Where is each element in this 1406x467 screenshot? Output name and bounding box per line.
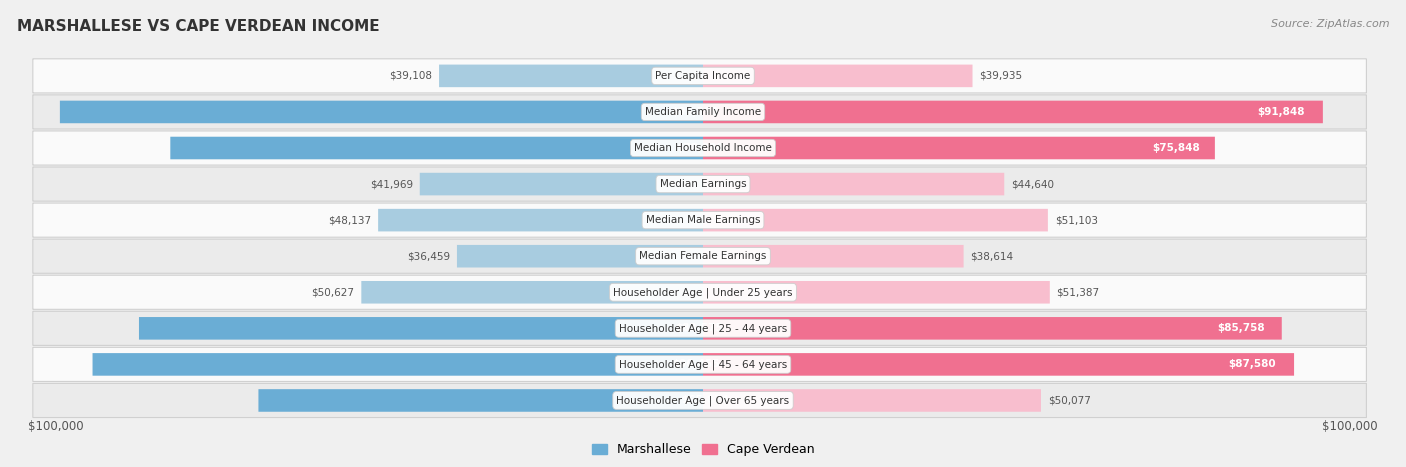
FancyBboxPatch shape bbox=[170, 137, 703, 159]
Text: $95,293: $95,293 bbox=[671, 107, 718, 117]
Text: $78,930: $78,930 bbox=[676, 143, 724, 153]
Text: $51,103: $51,103 bbox=[1054, 215, 1098, 225]
FancyBboxPatch shape bbox=[703, 64, 973, 87]
FancyBboxPatch shape bbox=[32, 167, 1367, 201]
FancyBboxPatch shape bbox=[457, 245, 703, 268]
FancyBboxPatch shape bbox=[703, 317, 1282, 340]
Text: $41,969: $41,969 bbox=[370, 179, 413, 189]
Text: $44,640: $44,640 bbox=[1011, 179, 1054, 189]
Text: $50,077: $50,077 bbox=[1047, 396, 1091, 405]
FancyBboxPatch shape bbox=[703, 173, 1004, 195]
Text: $91,848: $91,848 bbox=[1257, 107, 1305, 117]
Text: $100,000: $100,000 bbox=[1322, 420, 1378, 433]
Text: $48,137: $48,137 bbox=[328, 215, 371, 225]
FancyBboxPatch shape bbox=[32, 275, 1367, 309]
Text: $90,455: $90,455 bbox=[672, 360, 720, 369]
Text: Median Household Income: Median Household Income bbox=[634, 143, 772, 153]
Text: $39,935: $39,935 bbox=[979, 71, 1022, 81]
Text: $39,108: $39,108 bbox=[389, 71, 432, 81]
Text: Householder Age | 45 - 64 years: Householder Age | 45 - 64 years bbox=[619, 359, 787, 370]
Text: $87,580: $87,580 bbox=[1229, 360, 1277, 369]
Text: $51,387: $51,387 bbox=[1056, 287, 1099, 297]
Text: $38,614: $38,614 bbox=[970, 251, 1014, 261]
Text: Source: ZipAtlas.com: Source: ZipAtlas.com bbox=[1271, 19, 1389, 28]
Text: Householder Age | 25 - 44 years: Householder Age | 25 - 44 years bbox=[619, 323, 787, 333]
FancyBboxPatch shape bbox=[60, 101, 703, 123]
Legend: Marshallese, Cape Verdean: Marshallese, Cape Verdean bbox=[586, 439, 820, 461]
FancyBboxPatch shape bbox=[32, 311, 1367, 346]
FancyBboxPatch shape bbox=[32, 59, 1367, 93]
Text: $100,000: $100,000 bbox=[28, 420, 84, 433]
Text: Median Female Earnings: Median Female Earnings bbox=[640, 251, 766, 261]
FancyBboxPatch shape bbox=[259, 389, 703, 412]
Text: $75,848: $75,848 bbox=[1152, 143, 1199, 153]
FancyBboxPatch shape bbox=[32, 383, 1367, 417]
FancyBboxPatch shape bbox=[703, 245, 963, 268]
FancyBboxPatch shape bbox=[703, 101, 1323, 123]
Text: Median Earnings: Median Earnings bbox=[659, 179, 747, 189]
FancyBboxPatch shape bbox=[420, 173, 703, 195]
Text: Median Male Earnings: Median Male Earnings bbox=[645, 215, 761, 225]
FancyBboxPatch shape bbox=[361, 281, 703, 304]
Text: Per Capita Income: Per Capita Income bbox=[655, 71, 751, 81]
Text: Householder Age | Under 25 years: Householder Age | Under 25 years bbox=[613, 287, 793, 297]
FancyBboxPatch shape bbox=[32, 347, 1367, 382]
FancyBboxPatch shape bbox=[703, 209, 1047, 232]
FancyBboxPatch shape bbox=[139, 317, 703, 340]
FancyBboxPatch shape bbox=[703, 353, 1294, 375]
Text: $85,758: $85,758 bbox=[1216, 323, 1264, 333]
Text: $36,459: $36,459 bbox=[408, 251, 450, 261]
FancyBboxPatch shape bbox=[703, 281, 1050, 304]
Text: MARSHALLESE VS CAPE VERDEAN INCOME: MARSHALLESE VS CAPE VERDEAN INCOME bbox=[17, 19, 380, 34]
FancyBboxPatch shape bbox=[439, 64, 703, 87]
Text: $65,874: $65,874 bbox=[681, 396, 728, 405]
Text: $50,627: $50,627 bbox=[312, 287, 354, 297]
FancyBboxPatch shape bbox=[378, 209, 703, 232]
Text: $83,575: $83,575 bbox=[675, 323, 723, 333]
FancyBboxPatch shape bbox=[32, 239, 1367, 273]
Text: Householder Age | Over 65 years: Householder Age | Over 65 years bbox=[616, 395, 790, 406]
Text: Median Family Income: Median Family Income bbox=[645, 107, 761, 117]
FancyBboxPatch shape bbox=[93, 353, 703, 375]
FancyBboxPatch shape bbox=[32, 203, 1367, 237]
FancyBboxPatch shape bbox=[32, 95, 1367, 129]
FancyBboxPatch shape bbox=[703, 389, 1040, 412]
FancyBboxPatch shape bbox=[32, 131, 1367, 165]
FancyBboxPatch shape bbox=[703, 137, 1215, 159]
